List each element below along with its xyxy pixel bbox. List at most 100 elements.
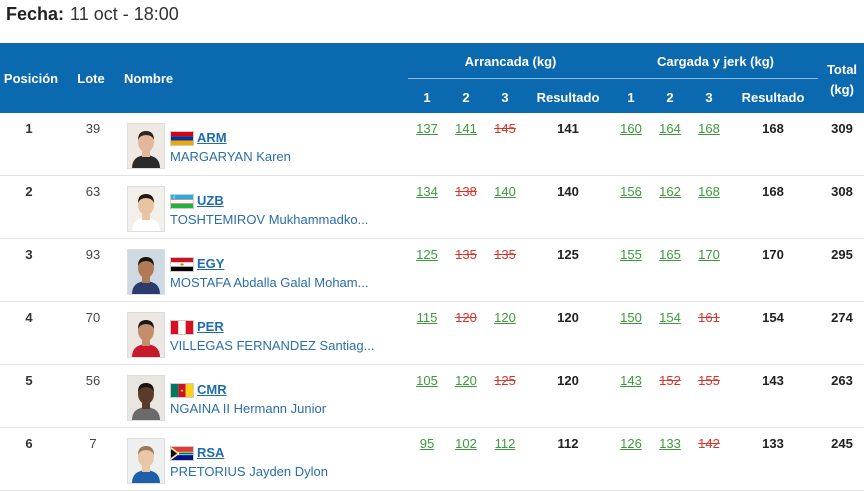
cj-attempt-1[interactable]: 155 <box>620 246 642 262</box>
table-row: 1 39 ARM MARGARYAN Karen 137 141 145 141 160 164 1… <box>0 113 864 176</box>
cj-attempt-2[interactable]: 133 <box>659 435 681 451</box>
country-code-link[interactable]: UZB <box>197 193 224 208</box>
cj-attempt-1[interactable]: 126 <box>620 435 642 451</box>
lot-cell: 63 <box>85 183 101 199</box>
athlete-photo <box>127 249 165 295</box>
cj-attempt-1[interactable]: 156 <box>620 183 642 199</box>
cj-attempt-2[interactable]: 154 <box>659 309 681 325</box>
snatch-attempt-2[interactable]: 120 <box>455 309 477 325</box>
cj-attempt-1[interactable]: 160 <box>620 120 642 136</box>
cj-attempt-1[interactable]: 143 <box>620 372 642 388</box>
snatch-attempt-1[interactable]: 105 <box>416 372 438 388</box>
date-label: Fecha: <box>6 4 65 24</box>
athlete-name[interactable]: MARGARYAN Karen <box>170 149 291 164</box>
snatch-attempt-1[interactable]: 137 <box>416 120 438 136</box>
country-code-link[interactable]: PER <box>197 319 224 334</box>
snatch-attempt-1[interactable]: 125 <box>416 246 438 262</box>
lot-cell: 56 <box>85 372 101 388</box>
total-cell: 245 <box>831 435 853 451</box>
total-cell: 308 <box>831 183 853 199</box>
snatch-result: 125 <box>557 246 579 262</box>
results-table: Posición Lote Nombre Arrancada (kg) 1 2 … <box>0 43 864 491</box>
snatch-result: 112 <box>557 435 579 451</box>
table-body: 1 39 ARM MARGARYAN Karen 137 141 145 141 160 164 1… <box>0 113 864 491</box>
date-line: Fecha: 11 oct - 18:00 <box>6 2 179 26</box>
cj-result: 143 <box>762 372 784 388</box>
country-code-link[interactable]: EGY <box>197 256 225 271</box>
table-row: 6 7 RSA PRETORIUS Jayden Dylon 95 102 112 112 12… <box>0 428 864 491</box>
header-total-unit: (kg) <box>830 81 854 97</box>
snatch-result: 120 <box>557 372 579 388</box>
snatch-attempt-3[interactable]: 125 <box>494 372 516 388</box>
athlete-photo <box>127 438 165 484</box>
athlete-name[interactable]: MOSTAFA Abdalla Galal Moham... <box>170 275 369 290</box>
cj-attempt-3[interactable]: 170 <box>698 246 720 262</box>
header-snatch-2: 2 <box>462 89 470 105</box>
snatch-attempt-1[interactable]: 134 <box>416 183 438 199</box>
cj-attempt-2[interactable]: 162 <box>659 183 681 199</box>
cj-group-divider <box>613 78 818 79</box>
snatch-attempt-2[interactable]: 141 <box>455 120 477 136</box>
snatch-attempt-3[interactable]: 140 <box>494 183 516 199</box>
athlete-name[interactable]: TOSHTEMIROV Mukhammadko... <box>170 212 369 227</box>
cj-attempt-2[interactable]: 165 <box>659 246 681 262</box>
header-position[interactable]: Posición <box>3 70 59 86</box>
rank-cell: 1 <box>25 120 33 136</box>
rank-cell: 6 <box>25 435 33 451</box>
header-cj-2: 2 <box>666 89 674 105</box>
date-value: 11 oct - 18:00 <box>70 4 179 24</box>
cj-attempt-3[interactable]: 142 <box>698 435 720 451</box>
header-name[interactable]: Nombre <box>124 70 174 86</box>
country-code-link[interactable]: CMR <box>197 382 227 397</box>
cj-attempt-2[interactable]: 164 <box>659 120 681 136</box>
cj-attempt-3[interactable]: 168 <box>698 183 720 199</box>
snatch-result: 120 <box>557 309 579 325</box>
snatch-attempt-1[interactable]: 115 <box>416 309 438 325</box>
south-africa-flag-icon <box>170 446 194 461</box>
header-lot[interactable]: Lote <box>77 70 105 86</box>
cj-attempt-1[interactable]: 150 <box>620 309 642 325</box>
country-code-link[interactable]: RSA <box>197 445 225 460</box>
total-cell: 263 <box>831 372 853 388</box>
table-row: 3 93 EGY MOSTAFA Abdalla Galal Moham... 125 1… <box>0 239 864 302</box>
header-snatch-group: Arrancada (kg) <box>464 53 557 69</box>
table-header: Posición Lote Nombre Arrancada (kg) 1 2 … <box>0 43 864 113</box>
header-snatch-result: Resultado <box>536 89 600 105</box>
cameroon-flag-icon <box>170 383 194 398</box>
country-code-link[interactable]: ARM <box>197 130 227 145</box>
armenia-flag-icon <box>170 131 194 146</box>
snatch-attempt-2[interactable]: 102 <box>455 435 477 451</box>
cj-result: 168 <box>762 120 784 136</box>
header-cj-group: Cargada y jerk (kg) <box>656 53 775 69</box>
table-row: 2 63 UZB TOSHTEMIROV Mukhammadko... 134 138 14… <box>0 176 864 239</box>
athlete-name[interactable]: PRETORIUS Jayden Dylon <box>170 464 328 479</box>
cj-attempt-3[interactable]: 155 <box>698 372 720 388</box>
snatch-attempt-3[interactable]: 135 <box>494 246 516 262</box>
snatch-attempt-3[interactable]: 112 <box>494 435 516 451</box>
total-cell: 295 <box>831 246 853 262</box>
athlete-name[interactable]: NGAINA II Hermann Junior <box>170 401 327 416</box>
athlete-photo <box>127 312 165 358</box>
header-cj-result: Resultado <box>741 89 805 105</box>
snatch-attempt-2[interactable]: 138 <box>455 183 477 199</box>
lot-cell: 7 <box>89 435 97 451</box>
snatch-attempt-2[interactable]: 120 <box>455 372 477 388</box>
athlete-name[interactable]: VILLEGAS FERNANDEZ Santiag... <box>170 338 375 353</box>
table-row: 5 56 CMR NGAINA II Hermann Junior 105 120 125 1… <box>0 365 864 428</box>
header-total[interactable]: Total <box>826 61 858 77</box>
cj-attempt-2[interactable]: 152 <box>659 372 681 388</box>
snatch-attempt-3[interactable]: 120 <box>494 309 516 325</box>
lot-cell: 70 <box>85 309 101 325</box>
uzbekistan-flag-icon <box>170 194 194 209</box>
snatch-attempt-2[interactable]: 135 <box>455 246 477 262</box>
cj-result: 133 <box>762 435 784 451</box>
rank-cell: 2 <box>25 183 33 199</box>
lot-cell: 39 <box>85 120 101 136</box>
cj-attempt-3[interactable]: 168 <box>698 120 720 136</box>
header-cj-3: 3 <box>705 89 713 105</box>
snatch-attempt-3[interactable]: 145 <box>494 120 516 136</box>
snatch-result: 141 <box>557 120 579 136</box>
snatch-attempt-1[interactable]: 95 <box>419 435 435 451</box>
cj-attempt-3[interactable]: 161 <box>698 309 720 325</box>
rank-cell: 5 <box>25 372 33 388</box>
